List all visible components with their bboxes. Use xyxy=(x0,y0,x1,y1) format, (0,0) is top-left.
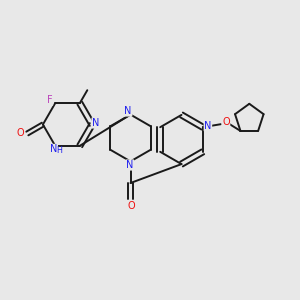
Text: O: O xyxy=(127,201,135,211)
Text: N: N xyxy=(204,121,211,131)
Text: N: N xyxy=(92,118,99,128)
Text: N: N xyxy=(50,144,57,154)
Text: N: N xyxy=(126,160,134,170)
Text: F: F xyxy=(47,95,52,105)
Text: O: O xyxy=(222,117,230,127)
Text: O: O xyxy=(17,128,25,138)
Text: H: H xyxy=(56,146,62,155)
Text: N: N xyxy=(124,106,132,116)
